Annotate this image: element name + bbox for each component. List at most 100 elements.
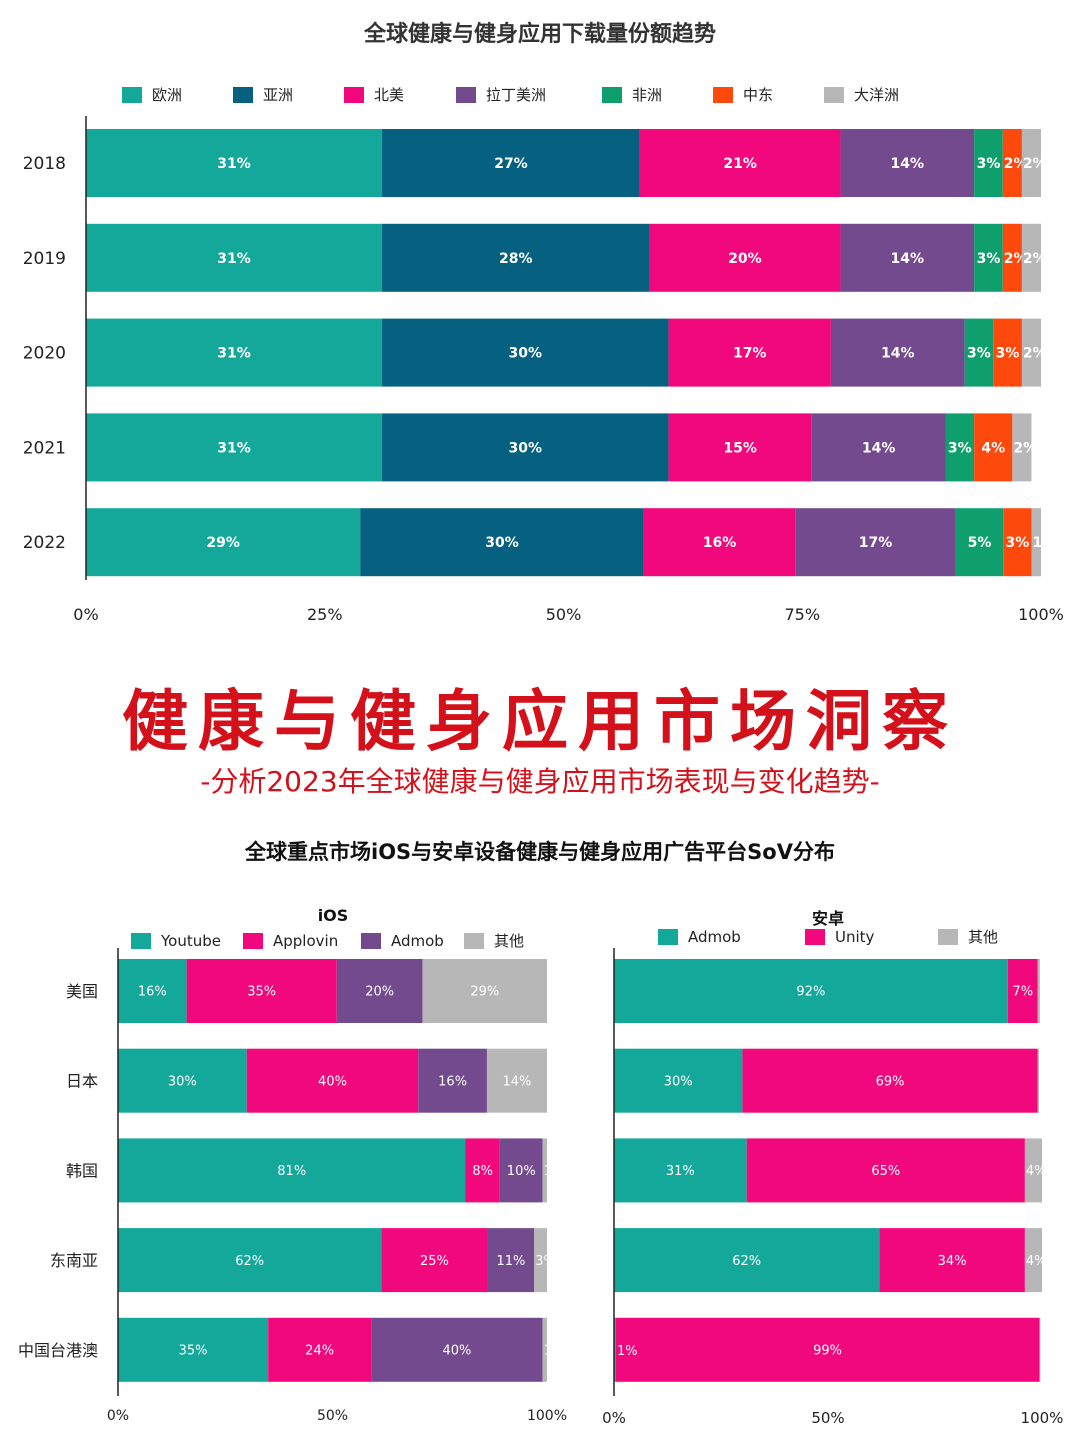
legend-label: 其他: [968, 928, 999, 946]
legend-swatch: [464, 932, 484, 949]
bar-segment: [830, 318, 965, 387]
bar-segment: [1024, 1138, 1042, 1203]
category-label: 韩国: [66, 1161, 98, 1180]
data-label: 11%: [496, 1254, 525, 1269]
data-label: 1%: [544, 1164, 565, 1179]
section2-title: 全球重点市场iOS与安卓设备健康与健身应用广告平台SoV分布: [245, 840, 835, 864]
legend-swatch: [938, 928, 958, 945]
bar-segment: [668, 413, 812, 482]
legend-label: 非洲: [632, 86, 663, 104]
data-label: 3%: [977, 251, 1001, 267]
legend-swatch: [456, 86, 476, 103]
data-label: 28%: [499, 251, 533, 267]
bar-segment: [1007, 959, 1038, 1023]
data-label: 14%: [891, 251, 925, 267]
data-label: 3%: [948, 440, 972, 456]
bar-segment: [382, 129, 640, 197]
legend-android: Admob Unity 其他: [658, 926, 1018, 947]
bar-segment: [86, 318, 383, 387]
bar-segment: [1012, 413, 1032, 482]
bar-segment: [246, 1048, 419, 1113]
data-label: 15%: [723, 440, 757, 456]
bar-segment: [418, 1048, 487, 1113]
data-label: 31%: [217, 346, 251, 362]
data-label: 14%: [881, 346, 915, 362]
data-label: 30%: [509, 440, 543, 456]
bar-segment: [974, 129, 1003, 197]
bar-segment: [668, 318, 831, 387]
download-share-chart: 2018 31% 27% 21% 14% 3% 2%2%2019 31% 28% 20% 14% 3%…: [23, 116, 1064, 624]
data-label: 2%: [1023, 346, 1047, 362]
legend-item: Admob: [361, 932, 464, 950]
bar-segment: [487, 1228, 535, 1293]
bar-segment: [268, 1317, 372, 1382]
legend-ios: Youtube Applovin Admob 其他: [131, 930, 554, 951]
category-label: 2021: [23, 438, 66, 458]
bar-segment: [371, 1317, 543, 1382]
x-tick-label: 75%: [784, 605, 820, 624]
x-tick-label: 0%: [602, 1409, 626, 1427]
data-label: 29%: [206, 535, 240, 551]
ios-chart-title: iOS: [317, 906, 349, 925]
x-tick-label: 100%: [527, 1408, 567, 1424]
legend-label: 亚洲: [263, 86, 294, 104]
x-tick-label: 100%: [1018, 605, 1064, 624]
data-label: 81%: [277, 1164, 306, 1179]
legend-item: 亚洲: [233, 84, 344, 105]
legend-swatch: [243, 932, 263, 949]
legend-item: 北美: [344, 84, 456, 105]
data-label: 40%: [318, 1074, 347, 1089]
legend-swatch: [361, 932, 381, 949]
bar-segment: [422, 959, 547, 1023]
x-tick-label: 50%: [317, 1408, 348, 1424]
data-label: 1%: [617, 1344, 638, 1359]
data-label: 3%: [996, 346, 1020, 362]
legend-item: 欧洲: [122, 84, 233, 105]
bar-segment: [1024, 1228, 1042, 1293]
data-label: 65%: [871, 1164, 900, 1179]
legend-swatch: [713, 86, 733, 103]
legend-swatch: [805, 928, 825, 945]
legend-item: 中东: [713, 84, 824, 105]
data-label: 62%: [732, 1254, 761, 1269]
bar-segment: [945, 413, 975, 482]
bar-segment: [86, 508, 361, 577]
bar-segment: [382, 413, 669, 482]
bar-segment: [955, 508, 1004, 577]
data-label: 62%: [235, 1254, 264, 1269]
bar-segment: [614, 1138, 747, 1203]
legend-label: 欧洲: [152, 86, 183, 104]
data-label: 3%: [977, 156, 1001, 172]
data-label: 3%: [967, 346, 991, 362]
data-label: 14%: [862, 440, 896, 456]
data-label: 3%: [535, 1254, 556, 1269]
data-label: 3%: [1005, 535, 1029, 551]
bar-segment: [974, 223, 1003, 292]
bar-segment: [381, 1228, 488, 1293]
bar-segment: [1021, 129, 1041, 197]
x-tick-label: 0%: [107, 1408, 129, 1424]
category-label: 2022: [23, 533, 66, 553]
x-tick-label: 100%: [1021, 1409, 1064, 1427]
android-chart-title: 安卓: [811, 909, 844, 928]
bar-segment: [118, 1048, 247, 1113]
bar-segment: [542, 1138, 547, 1203]
bar-segment: [186, 959, 337, 1023]
bar-segment: [811, 413, 946, 482]
data-label: 7%: [1012, 985, 1033, 1000]
bar-segment: [649, 223, 841, 292]
legend-item: 大洋洲: [824, 84, 944, 105]
data-label: 30%: [664, 1074, 693, 1089]
data-label: 99%: [813, 1343, 842, 1358]
banner-title: 健康与健身应用市场洞察: [122, 683, 958, 760]
bar-segment: [614, 1317, 616, 1382]
legend-item: 拉丁美洲: [456, 84, 602, 105]
data-label: 14%: [891, 156, 925, 172]
legend-label: 中东: [743, 86, 774, 104]
legend-label: Admob: [688, 927, 741, 946]
bar-segment: [118, 1317, 269, 1382]
bar-segment: [742, 1048, 1038, 1113]
data-label: 35%: [179, 1343, 208, 1358]
legend-item: Youtube: [131, 932, 243, 950]
bar-segment: [615, 1317, 1040, 1382]
